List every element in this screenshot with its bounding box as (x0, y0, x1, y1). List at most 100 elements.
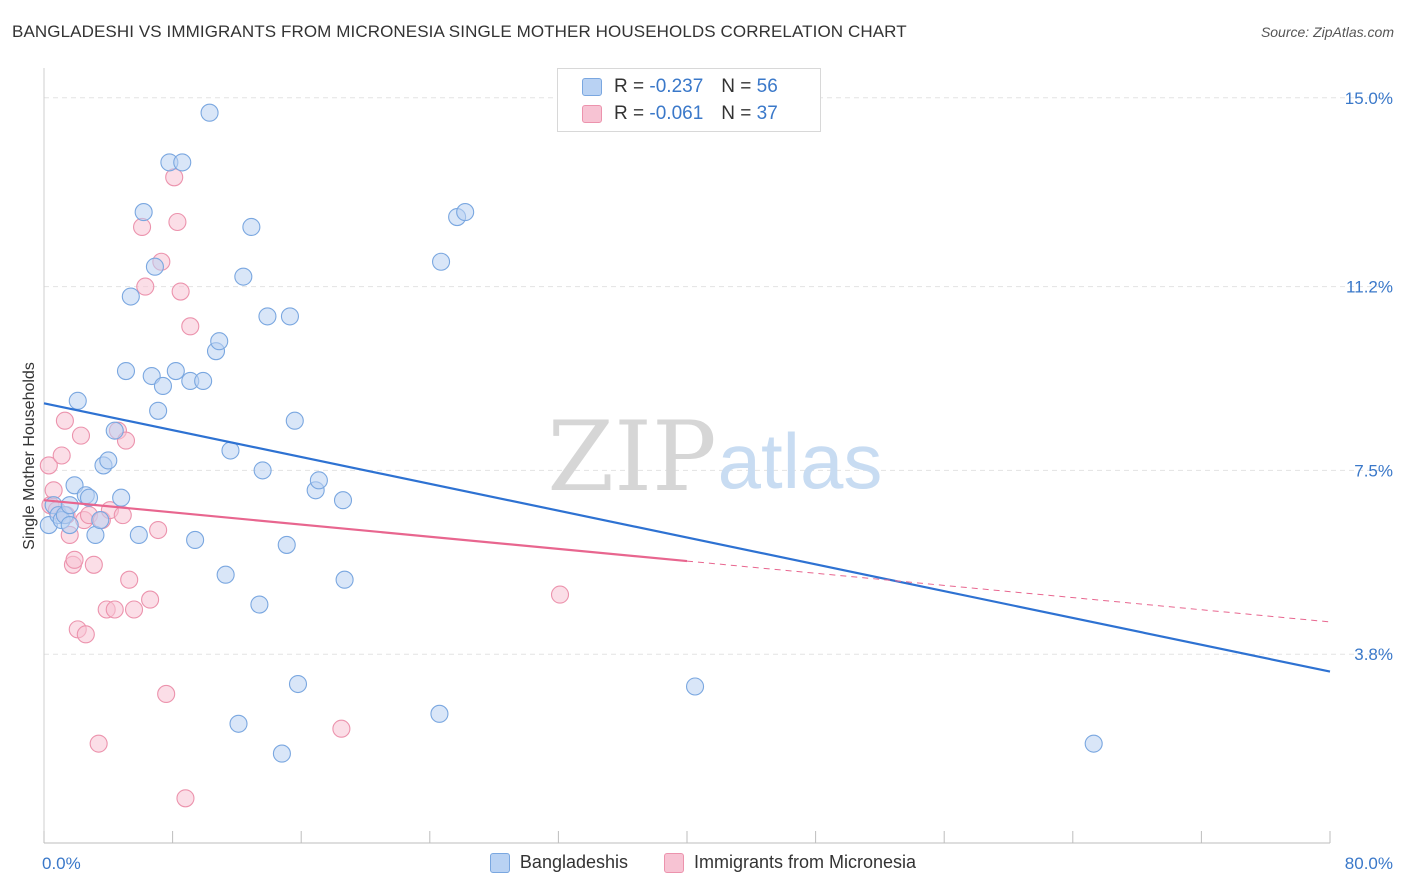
bangladeshi-point (242, 217, 261, 237)
bangladeshi-point (116, 361, 136, 381)
micronesia-point (141, 590, 160, 609)
bangladeshi-point (258, 307, 277, 326)
bangladeshi-point (234, 267, 253, 286)
micronesia-point (133, 217, 152, 237)
bangladeshi-point (285, 411, 304, 430)
micronesia-point (136, 277, 155, 296)
r-value: -0.237 (649, 76, 704, 97)
bangladeshi-point (60, 516, 79, 535)
bangladeshi-point (253, 461, 272, 480)
bangladeshi-point (335, 570, 354, 589)
micronesia-point (89, 734, 108, 753)
watermark: ZIP atlas (547, 401, 882, 513)
watermark-zip: ZIP (547, 401, 716, 513)
bangladeshi-point (60, 496, 79, 515)
bangladeshi-point (200, 103, 219, 122)
micronesia-trend-line (43, 499, 688, 563)
y-tick-label: 11.2% (1346, 278, 1393, 297)
bangladeshi-point (186, 530, 205, 550)
y-tick-label: 3.8% (1354, 645, 1393, 664)
bangladeshi-point (105, 421, 124, 440)
micronesia-point (65, 550, 84, 569)
r-value: -0.061 (649, 103, 704, 124)
chart-title: BANGLADESHI VS IMMIGRANTS FROM MICRONESI… (12, 22, 907, 41)
pink-swatch (664, 852, 685, 873)
watermark-atlas: atlas (718, 417, 883, 505)
micronesia-point (149, 520, 168, 540)
blue-swatch (582, 78, 602, 96)
bangladeshi-point (145, 257, 164, 276)
n-label: N = (721, 103, 752, 124)
bangladeshi-point (1084, 734, 1103, 753)
r-label: R = (614, 76, 645, 97)
gridlines (44, 97, 1392, 655)
bangladeshi-point (309, 471, 328, 490)
bangladeshi-point (288, 674, 308, 694)
bangladeshi-point (173, 153, 192, 172)
micronesia-point (157, 684, 176, 704)
correlation-legend: R = -0.237 N = 56 R = -0.061 N = 37 (557, 68, 821, 132)
series-legend: Bangladeshis Immigrants from Micronesia (0, 852, 1406, 873)
micronesia-point (120, 570, 139, 589)
bangladeshi-trend-line (43, 402, 1331, 673)
n-value: 56 (756, 76, 778, 97)
x-tick-label: 80.0% (1345, 854, 1393, 873)
series-immigrants-from-micronesia (39, 168, 570, 808)
legend-label: Immigrants from Micronesia (694, 852, 917, 872)
bangladeshi-point (149, 401, 168, 420)
bangladeshi-point (121, 287, 140, 306)
legend-label: Bangladeshis (519, 852, 629, 872)
bangladeshi-point (112, 488, 131, 507)
micronesia-point (171, 282, 190, 301)
legend-row-micronesia: R = -0.061 N = 37 (582, 101, 778, 127)
bangladeshi-point (68, 391, 87, 410)
pink-swatch (582, 105, 602, 123)
legend-item-bangladeshis: Bangladeshis (489, 852, 629, 873)
bangladeshi-point (210, 332, 229, 351)
y-tick-label: 15.0% (1345, 89, 1393, 108)
micronesia-point (71, 426, 91, 445)
legend-item-micronesia: Immigrants from Micronesia (664, 852, 916, 873)
bangladeshi-point (277, 535, 296, 554)
tick-labels: 3.8% 7.5% 11.2% 15.0% 0.0% 80.0% (42, 89, 1393, 873)
bangladeshi-point (129, 525, 148, 545)
legend-row-bangladeshis: R = -0.237 N = 56 (582, 74, 778, 100)
bangladeshi-point (79, 488, 99, 507)
n-label: N = (721, 76, 752, 97)
micronesia-point (105, 600, 124, 619)
micronesia-point (181, 317, 200, 336)
bangladeshi-point (432, 252, 451, 271)
micronesia-point (168, 212, 187, 232)
bangladeshi-point (216, 565, 235, 584)
bangladeshi-point (430, 704, 449, 723)
bangladeshi-point (272, 744, 291, 763)
x-tick-label: 0.0% (42, 854, 81, 873)
micronesia-point (332, 719, 351, 738)
bangladeshi-point (456, 203, 475, 222)
micronesia-point (550, 585, 570, 604)
micronesia-point (52, 446, 71, 465)
source-credit: Source: ZipAtlas.com (1260, 24, 1394, 40)
bangladeshi-point (250, 595, 269, 614)
y-tick-label: 7.5% (1354, 461, 1393, 480)
trend-lines (43, 402, 1331, 673)
bangladeshi-point (333, 491, 353, 510)
micronesia-point (76, 625, 95, 644)
micronesia-point (39, 456, 58, 475)
bangladeshi-point (685, 677, 705, 696)
n-value: 37 (756, 103, 778, 124)
micronesia-point (84, 555, 103, 574)
bangladeshi-point (166, 361, 185, 381)
micronesia-trend-line-extension (686, 560, 1331, 623)
bangladeshi-point (194, 371, 213, 391)
micronesia-point (176, 789, 195, 808)
bangladeshi-point (153, 376, 173, 395)
bangladeshi-point (229, 714, 248, 733)
micronesia-point (55, 411, 74, 430)
blue-swatch (489, 852, 510, 873)
bangladeshi-point (280, 307, 299, 326)
r-label: R = (614, 103, 645, 124)
axes (43, 68, 1331, 844)
micronesia-point (124, 600, 144, 619)
